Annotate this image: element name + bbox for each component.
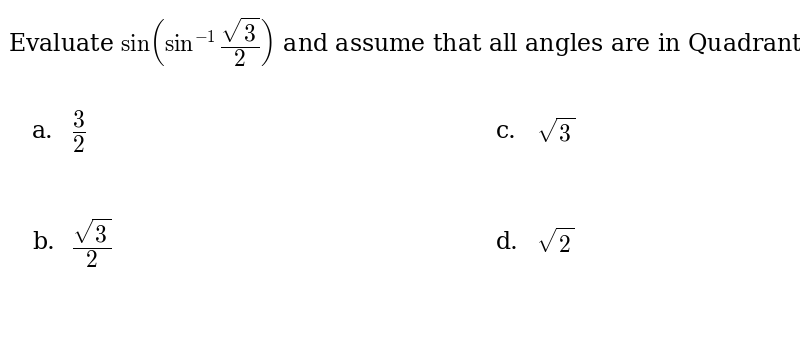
Text: Evaluate $\sin\!\left(\sin^{-1}\dfrac{\sqrt{3}}{2}\right)$ and assume that all a: Evaluate $\sin\!\left(\sin^{-1}\dfrac{\s… [8,15,800,69]
Text: b.: b. [32,231,54,254]
Text: $\dfrac{3}{2}$: $\dfrac{3}{2}$ [72,109,86,155]
Text: a.: a. [32,120,54,143]
Text: $\dfrac{\sqrt{3}}{2}$: $\dfrac{\sqrt{3}}{2}$ [72,216,112,270]
Text: c.: c. [496,120,517,143]
Text: $\sqrt{2}$: $\sqrt{2}$ [536,228,575,258]
Text: d.: d. [496,231,518,254]
Text: $\sqrt{3}$: $\sqrt{3}$ [536,117,576,146]
